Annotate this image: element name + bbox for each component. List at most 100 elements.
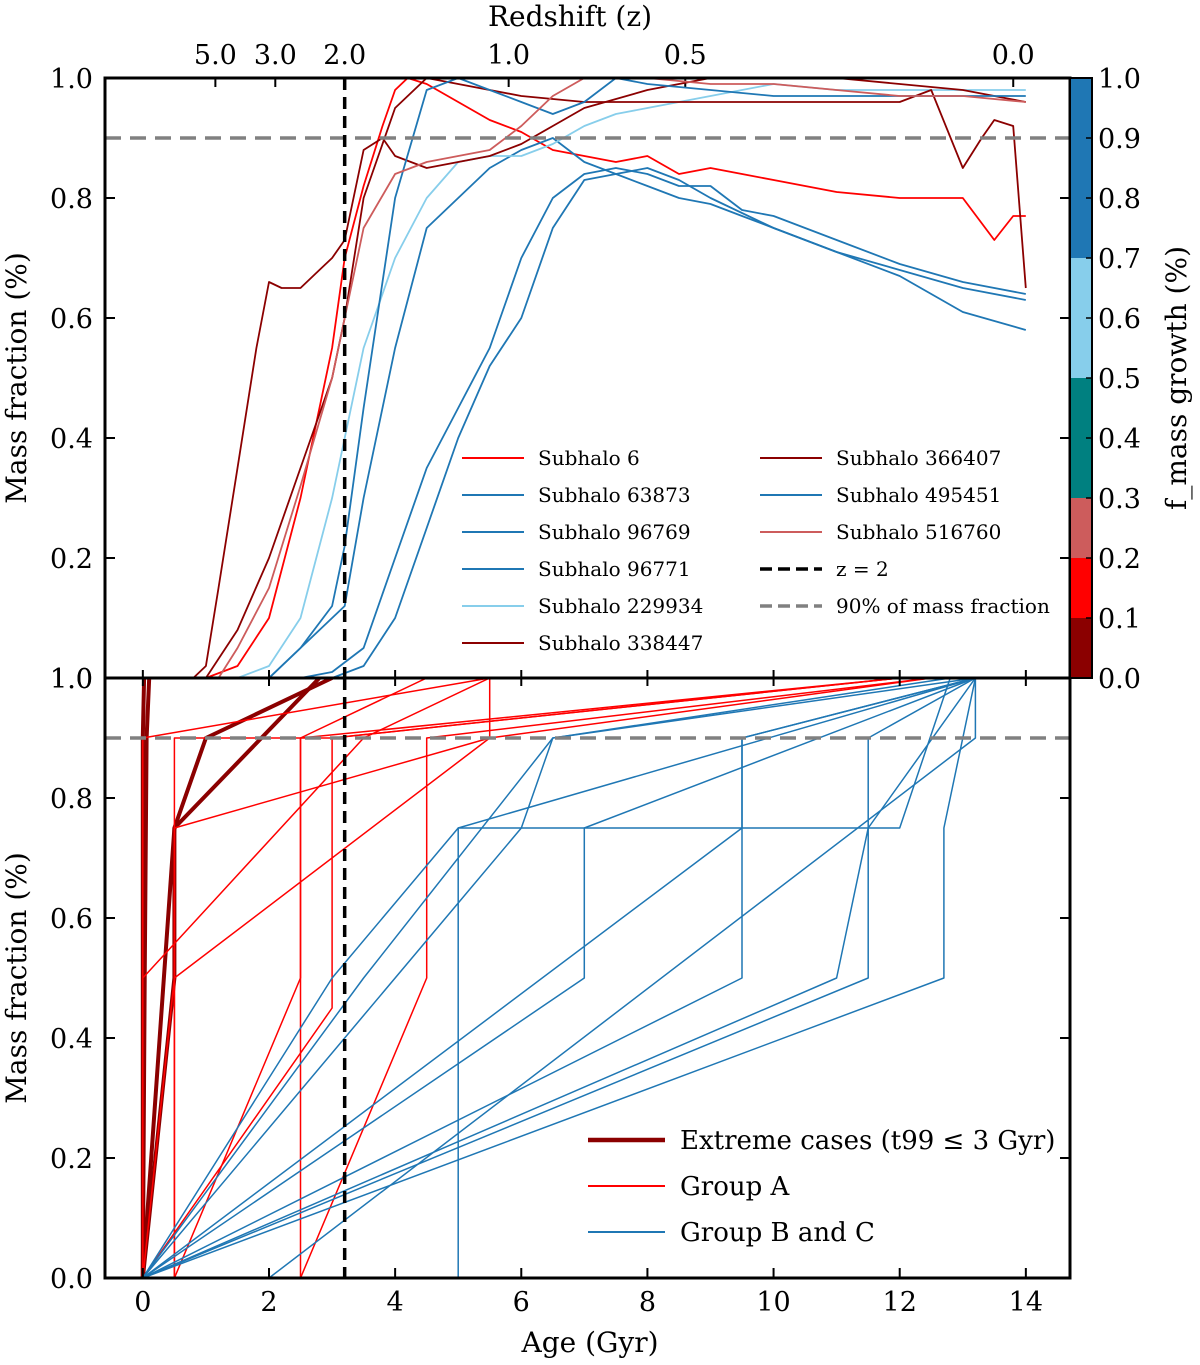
top-y-ticks: 1.0 0.8 0.6 0.4 0.2 1.0 bbox=[50, 64, 1070, 695]
legend-label: Subhalo 338447 bbox=[538, 631, 703, 655]
colorbar-tick-label: 0.2 bbox=[1098, 544, 1141, 575]
group-BC-line bbox=[142, 678, 976, 1278]
group-A-line bbox=[173, 678, 900, 1278]
top-series-group bbox=[192, 78, 1027, 678]
colorbar-tick-label: 0.0 bbox=[1098, 664, 1141, 695]
colorbar-tick-label: 0.9 bbox=[1098, 124, 1141, 155]
bottom-series-group bbox=[140, 678, 977, 1278]
x-tick-label: 8 bbox=[639, 1287, 656, 1318]
x-tick-label: 14 bbox=[1009, 1287, 1043, 1318]
top-y-tick-label: 1.0 bbox=[50, 664, 93, 695]
group-BC-line bbox=[142, 678, 976, 1278]
group-BC-line bbox=[142, 678, 976, 1278]
colorbar-tick-label: 0.1 bbox=[1098, 604, 1141, 635]
group-BC-line bbox=[142, 678, 977, 1278]
bottom-y-axis-label: Mass fraction (%) bbox=[0, 852, 33, 1104]
x-tick-label: 4 bbox=[387, 1287, 404, 1318]
colorbar-segment bbox=[1070, 558, 1092, 618]
series-line bbox=[217, 78, 1026, 678]
top-reference-lines bbox=[105, 78, 1070, 678]
colorbar-tick-label: 0.4 bbox=[1098, 424, 1141, 455]
series-line bbox=[205, 78, 1026, 678]
legend-label: Subhalo 96769 bbox=[538, 520, 691, 544]
series-line bbox=[268, 78, 1026, 678]
colorbar-segment bbox=[1070, 618, 1092, 678]
colorbar-segment bbox=[1070, 378, 1092, 498]
bottom-y-tick-label: 0.8 bbox=[50, 784, 93, 815]
colorbar-tick-label: 0.5 bbox=[1098, 364, 1141, 395]
redshift-tick-label: 5.0 bbox=[194, 40, 237, 71]
series-line bbox=[192, 78, 1026, 678]
bottom-y-ticks: 1.0 0.8 0.6 0.4 0.2 0.0 bbox=[50, 664, 1070, 1295]
colorbar-tick-label: 0.7 bbox=[1098, 244, 1141, 275]
bottom-reference-lines bbox=[105, 678, 1070, 1278]
group-A-line bbox=[142, 678, 900, 1278]
colorbar-tick-label: 0.3 bbox=[1098, 484, 1141, 515]
legend-label: Subhalo 516760 bbox=[836, 520, 1001, 544]
legend-label: Subhalo 96771 bbox=[538, 557, 691, 581]
bottom-y-tick-label: 0.6 bbox=[50, 904, 93, 935]
legend-label: z = 2 bbox=[836, 557, 889, 581]
top-y-tick-label: 1.0 bbox=[50, 64, 93, 95]
series-line bbox=[300, 167, 1026, 678]
legend-label: Subhalo 63873 bbox=[538, 483, 691, 507]
redshift-tick-label: 0.5 bbox=[664, 40, 707, 71]
group-A-line bbox=[142, 678, 491, 1278]
colorbar-tick-label: 0.6 bbox=[1098, 304, 1141, 335]
x-axis-label: Age (Gyr) bbox=[520, 1326, 658, 1359]
bottom-legend: Extreme cases (t99 ≤ 3 Gyr) Group A Group … bbox=[588, 1126, 1055, 1248]
colorbar-segment bbox=[1070, 498, 1092, 558]
colorbar-segment bbox=[1070, 258, 1092, 378]
bottom-y-tick-label: 0.2 bbox=[50, 1144, 93, 1175]
redshift-tick-label: 0.0 bbox=[992, 40, 1035, 71]
legend-label: Subhalo 495451 bbox=[836, 483, 1001, 507]
group-extreme-line bbox=[140, 678, 152, 1278]
top-y-tick-label: 0.4 bbox=[50, 424, 93, 455]
series-line bbox=[237, 83, 1026, 678]
group-BC-line bbox=[457, 678, 951, 1278]
legend-label: Group A bbox=[680, 1172, 791, 1202]
top-y-tick-label: 0.6 bbox=[50, 304, 93, 335]
bottom-panel-frame bbox=[103, 676, 1072, 1280]
legend-label: Extreme cases (t99 ≤ 3 Gyr) bbox=[680, 1126, 1055, 1156]
redshift-tick-label: 2.0 bbox=[323, 40, 366, 71]
legend-label: Subhalo 366407 bbox=[836, 446, 1001, 470]
x-tick-label: 2 bbox=[260, 1287, 277, 1318]
group-BC-line bbox=[142, 678, 976, 1278]
x-tick-label: 10 bbox=[756, 1287, 790, 1318]
x-axis-ticks: 0 2 4 6 8 10 12 14 bbox=[134, 670, 1043, 1318]
group-extreme-line bbox=[140, 678, 321, 1278]
group-extreme-line bbox=[140, 678, 333, 1278]
legend-label: 90% of mass fraction bbox=[836, 594, 1050, 618]
bottom-panel: 1.0 0.8 0.6 0.4 0.2 0.0 Extreme cases (t99 ≤ … bbox=[50, 664, 1072, 1295]
group-BC-line bbox=[268, 678, 977, 1278]
x-tick-label: 12 bbox=[883, 1287, 917, 1318]
redshift-axis-title: Redshift (z) bbox=[488, 0, 652, 33]
group-BC-line bbox=[142, 678, 951, 1278]
redshift-tick-label: 3.0 bbox=[254, 40, 297, 71]
bottom-y-tick-label: 1.0 bbox=[50, 664, 93, 695]
colorbar: 0.0 0.1 0.2 0.3 0.4 0.5 0.6 0.7 0.8 0.9 1.0 bbox=[1069, 64, 1141, 695]
bottom-y-tick-label: 0.4 bbox=[50, 1024, 93, 1055]
bottom-y-tick-label: 0.0 bbox=[50, 1264, 93, 1295]
group-A-line bbox=[142, 678, 932, 1278]
colorbar-tick-label: 1.0 bbox=[1098, 64, 1141, 95]
colorbar-tick-label: 0.8 bbox=[1098, 184, 1141, 215]
top-legend: Subhalo 6 Subhalo 63873 Subhalo 96769 Subha… bbox=[462, 446, 1050, 655]
redshift-tick-label: 1.0 bbox=[487, 40, 530, 71]
legend-label: Group B and C bbox=[680, 1218, 875, 1248]
x-tick-label: 6 bbox=[513, 1287, 530, 1318]
redshift-axis-ticks: 5.0 3.0 2.0 1.0 0.5 0.0 bbox=[194, 40, 1035, 87]
group-BC-line bbox=[142, 678, 977, 1278]
top-panel: 1.0 0.8 0.6 0.4 0.2 1.0 Subhalo 6 Subhalo 6387… bbox=[50, 64, 1072, 695]
series-line bbox=[268, 137, 1027, 678]
legend-label: Subhalo 6 bbox=[538, 446, 640, 470]
group-BC-line bbox=[142, 678, 976, 1278]
x-tick-label: 0 bbox=[134, 1287, 151, 1318]
colorbar-label: f_mass growth (%) bbox=[1160, 246, 1193, 510]
group-A-line bbox=[299, 678, 900, 1278]
top-panel-frame bbox=[103, 76, 1072, 680]
group-BC-line bbox=[142, 678, 976, 1278]
top-y-tick-label: 0.2 bbox=[50, 544, 93, 575]
